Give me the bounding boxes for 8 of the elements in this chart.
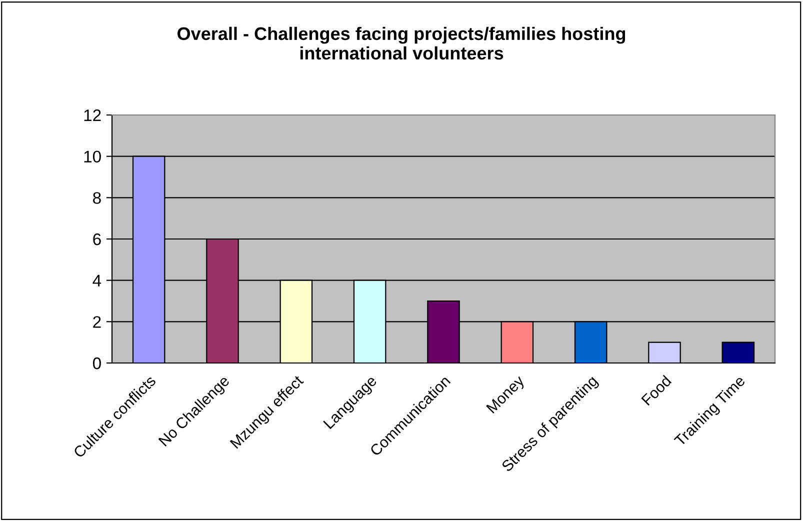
y-tick-label: 10: [84, 150, 101, 163]
chart-title: Overall - Challenges facing projects/families hosting international volunteers: [178, 26, 626, 60]
y-tick-label: 8: [93, 192, 101, 204]
y-tick-label: 2: [93, 316, 101, 328]
y-tick-label: 12: [84, 109, 101, 122]
y-tick-label: 0: [92, 357, 101, 370]
y-tick-label: 6: [93, 233, 101, 246]
y-tick-label: 4: [92, 274, 102, 286]
